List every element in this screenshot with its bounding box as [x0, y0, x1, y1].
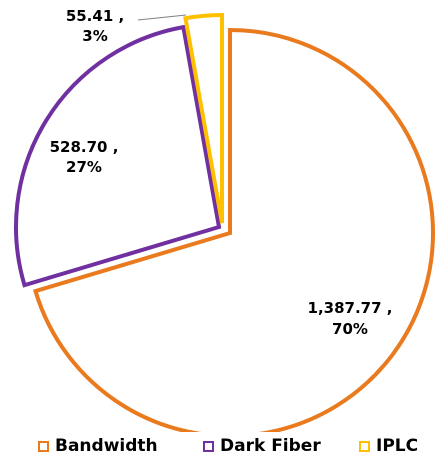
legend-label-bandwidth: Bandwidth	[55, 436, 158, 456]
legend-item-bandwidth: Bandwidth	[38, 432, 158, 460]
label-iplc-value: 55.41 ,	[66, 7, 124, 25]
label-darkfiber-value: 528.70 ,	[50, 138, 119, 156]
pie-slices	[14, 12, 435, 432]
label-darkfiber-pct: 27%	[66, 158, 102, 176]
legend-label-dark-fiber: Dark Fiber	[220, 436, 321, 456]
pie-slice-iplc	[183, 12, 224, 224]
pie-slice-bandwidth	[33, 27, 435, 432]
legend-item-iplc: IPLC	[359, 432, 418, 460]
pie-chart: 1,387.77 , 70% 528.70 , 27% 55.41 , 3%	[14, 7, 435, 432]
label-iplc-pct: 3%	[82, 27, 107, 45]
iplc-leader-line	[137, 14, 187, 21]
chart-legend: Bandwidth Dark Fiber IPLC	[0, 432, 439, 460]
legend-swatch-iplc	[359, 440, 370, 452]
legend-label-iplc: IPLC	[376, 436, 419, 456]
label-bandwidth-value: 1,387.77 ,	[308, 299, 393, 317]
legend-swatch-dark-fiber	[203, 440, 214, 452]
label-bandwidth-pct: 70%	[332, 320, 368, 338]
pie-slice-dark-fiber	[14, 24, 222, 288]
legend-item-dark-fiber: Dark Fiber	[203, 432, 321, 460]
legend-swatch-bandwidth	[38, 440, 49, 452]
pie-labels: 1,387.77 , 70% 528.70 , 27% 55.41 , 3%	[50, 7, 393, 338]
